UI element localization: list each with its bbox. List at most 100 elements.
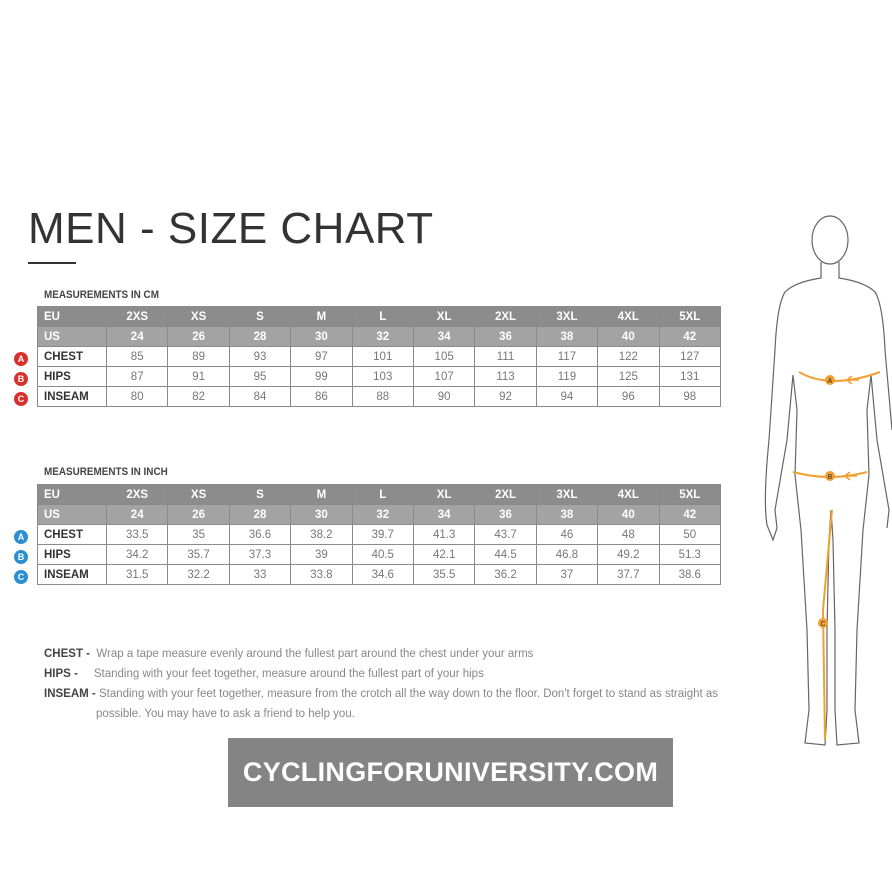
page-title: MEN - SIZE CHART (28, 204, 434, 253)
table-cell: 127 (658, 346, 722, 367)
table-cell: 92 (474, 386, 537, 407)
hips-marker-label: B (828, 474, 833, 481)
table-cell: 85 (105, 346, 169, 367)
table-cell: 40 (597, 504, 660, 525)
table-cell: 38.6 (658, 564, 722, 585)
table-cell: S (228, 306, 292, 327)
table-cell: 34.6 (351, 564, 414, 585)
row-label: INSEAM (37, 386, 107, 407)
table-cell: 119 (535, 366, 599, 387)
table-cell: 33.5 (105, 524, 169, 545)
chest-tape-icon: A (798, 371, 881, 385)
table-cell: 122 (597, 346, 660, 367)
table-cell: 4XL (597, 484, 660, 505)
inch-size-table: EU 2XS XS S M L XL 2XL 3XL 4XL 5XL US 24 26 28 30 32 34 36… (37, 484, 722, 585)
badge-b: B (14, 550, 28, 564)
table-cell: 80 (105, 386, 169, 407)
table-cell: 30 (290, 326, 353, 347)
table-cell: 111 (474, 346, 537, 367)
table-cell: M (290, 306, 353, 327)
table-cell: 5XL (658, 306, 722, 327)
table-cell: XL (412, 484, 476, 505)
table-cell: 103 (351, 366, 414, 387)
table-cell: 125 (597, 366, 660, 387)
table-cell: 37 (535, 564, 599, 585)
table-cell: 34.2 (105, 544, 169, 565)
table-cell: 90 (412, 386, 476, 407)
note-chest: CHEST - Wrap a tape measure evenly aroun… (44, 648, 534, 660)
table-cell: 36.6 (228, 524, 292, 545)
badge-b: B (14, 372, 28, 386)
table-cell: L (351, 484, 414, 505)
cm-heading: MEASUREMENTS IN CM (44, 289, 159, 301)
table-cell: XL (412, 306, 476, 327)
table-cell: 87 (105, 366, 169, 387)
table-cell: 46.8 (535, 544, 599, 565)
table-cell: 44.5 (474, 544, 537, 565)
table-cell: 117 (535, 346, 599, 367)
table-cell: 2XS (105, 306, 169, 327)
table-row: CHEST 33.5 35 36.6 38.2 39.7 41.3 43.7 46 48 50 (37, 524, 722, 545)
table-cell: 39.7 (351, 524, 414, 545)
row-label: CHEST (37, 524, 107, 545)
table-cell: 42.1 (412, 544, 476, 565)
note-hips: HIPS - Standing with your feet together,… (44, 668, 484, 680)
badge-c: C (14, 570, 28, 584)
table-cell: 31.5 (105, 564, 169, 585)
table-cell: XS (167, 306, 230, 327)
table-cell: 3XL (535, 306, 599, 327)
table-cell: 28 (228, 504, 292, 525)
table-cell: 105 (412, 346, 476, 367)
row-label: CHEST (37, 346, 107, 367)
us-size-row: US 24 26 28 30 32 34 36 38 40 42 (37, 326, 722, 347)
table-cell: 113 (474, 366, 537, 387)
table-cell: 88 (351, 386, 414, 407)
us-size-row: US 24 26 28 30 32 34 36 38 40 42 (37, 504, 722, 525)
table-cell: 39 (290, 544, 353, 565)
table-cell: 97 (290, 346, 353, 367)
table-row: HIPS 34.2 35.7 37.3 39 40.5 42.1 44.5 46.8 49.2 51… (37, 544, 722, 565)
row-label: US (37, 504, 107, 525)
table-cell: 2XL (474, 306, 537, 327)
body-figure-illustration: A B C (764, 215, 892, 746)
table-cell: 5XL (658, 484, 722, 505)
table-cell: 98 (658, 386, 722, 407)
table-cell: 93 (228, 346, 292, 367)
cm-size-table: EU 2XS XS S M L XL 2XL 3XL 4XL 5XL US 24 26 28 30 32 34 36… (37, 306, 722, 407)
table-cell: 43.7 (474, 524, 537, 545)
row-label: EU (37, 484, 107, 505)
table-cell: 38 (535, 504, 599, 525)
table-cell: M (290, 484, 353, 505)
table-cell: 34 (412, 504, 476, 525)
row-label: EU (37, 306, 107, 327)
table-cell: 107 (412, 366, 476, 387)
table-cell: 89 (167, 346, 230, 367)
table-cell: 101 (351, 346, 414, 367)
table-cell: 94 (535, 386, 599, 407)
table-cell: 28 (228, 326, 292, 347)
inch-heading: MEASUREMENTS IN INCH (44, 466, 168, 478)
table-cell: 35 (167, 524, 230, 545)
row-label: US (37, 326, 107, 347)
table-cell: 32 (351, 504, 414, 525)
eu-size-row: EU 2XS XS S M L XL 2XL 3XL 4XL 5XL (37, 484, 722, 505)
note-inseam: INSEAM - Standing with your feet togethe… (44, 688, 719, 720)
eu-size-row: EU 2XS XS S M L XL 2XL 3XL 4XL 5XL (37, 306, 722, 327)
table-row: CHEST 85 89 93 97 101 105 111 117 122 127 (37, 346, 722, 367)
row-label: HIPS (37, 366, 107, 387)
row-label: HIPS (37, 544, 107, 565)
table-cell: 35.5 (412, 564, 476, 585)
table-cell: 38 (535, 326, 599, 347)
row-label: INSEAM (37, 564, 107, 585)
badge-a: A (14, 352, 28, 366)
table-cell: 37.7 (597, 564, 660, 585)
table-cell: 96 (597, 386, 660, 407)
table-cell: 2XS (105, 484, 169, 505)
badge-a: A (14, 530, 28, 544)
table-cell: 42 (658, 504, 722, 525)
table-row: INSEAM 80 82 84 86 88 90 92 94 96 98 (37, 386, 722, 407)
table-cell: 41.3 (412, 524, 476, 545)
table-cell: 37.3 (228, 544, 292, 565)
table-cell: 84 (228, 386, 292, 407)
